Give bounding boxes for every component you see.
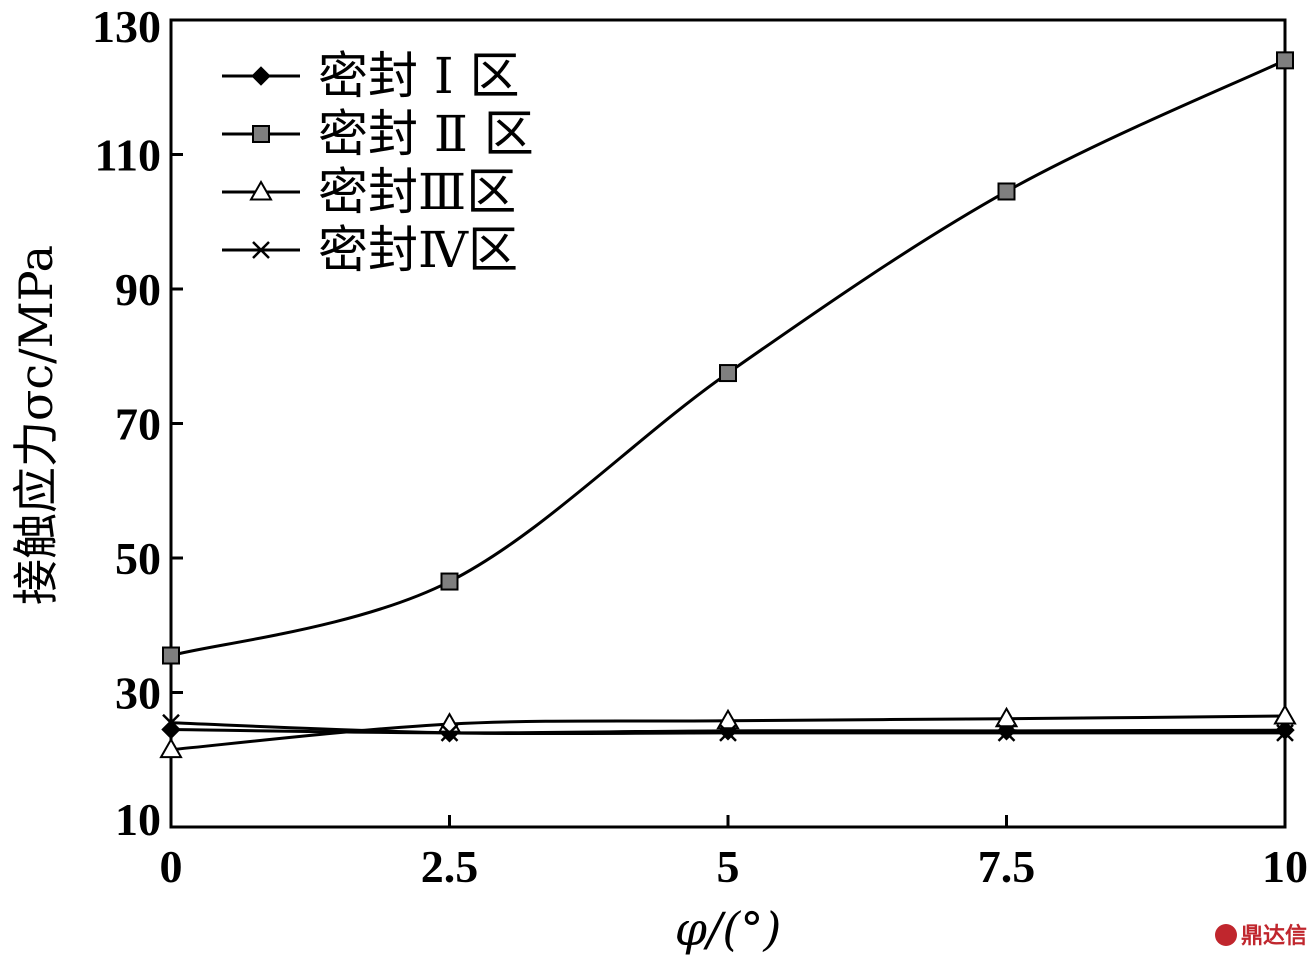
x-tick-label: 10 bbox=[1262, 841, 1308, 892]
y-axis: 10 30 50 70 90 110 130 bbox=[92, 1, 183, 845]
legend-label: 密封 Ⅰ 区 bbox=[318, 47, 520, 105]
legend-marker bbox=[249, 179, 273, 201]
data-point bbox=[440, 723, 459, 742]
y-tick-label: 30 bbox=[115, 668, 161, 719]
x-axis: 0 2.5 5 7.5 10 bbox=[160, 815, 1308, 892]
watermark-text: 鼎达信 bbox=[1241, 923, 1307, 949]
data-point bbox=[162, 646, 180, 665]
y-tick-label: 70 bbox=[115, 399, 161, 450]
legend-label: 密封 Ⅱ 区 bbox=[318, 105, 534, 163]
data-point bbox=[719, 723, 737, 742]
y-tick-label: 130 bbox=[92, 1, 161, 52]
data-point bbox=[1276, 51, 1294, 70]
series-4 bbox=[162, 713, 1294, 742]
data-point bbox=[997, 723, 1016, 742]
series-2 bbox=[162, 51, 1294, 665]
legend-label: 密封Ⅳ区 bbox=[318, 221, 518, 279]
data-point bbox=[997, 182, 1016, 201]
legend-marker bbox=[252, 125, 270, 143]
legend-item: 密封 Ⅱ 区 bbox=[222, 105, 534, 163]
x-tick-label: 0 bbox=[160, 841, 183, 892]
data-point bbox=[1276, 723, 1294, 742]
x-axis-label: φ/(°) bbox=[675, 902, 782, 956]
y-tick-label: 90 bbox=[115, 264, 161, 315]
data-point bbox=[440, 572, 459, 591]
data-point bbox=[159, 737, 183, 759]
data-point bbox=[994, 706, 1019, 728]
data-point bbox=[1273, 704, 1297, 725]
series-layer bbox=[159, 51, 1297, 759]
watermark-logo: 鼎达信 bbox=[1215, 923, 1307, 949]
y-tick-label: 110 bbox=[95, 130, 161, 181]
data-point bbox=[162, 713, 180, 732]
legend-item: 密封Ⅳ区 bbox=[222, 221, 518, 279]
x-tick-label: 7.5 bbox=[978, 841, 1036, 892]
legend-item: 密封Ⅲ区 bbox=[222, 163, 516, 221]
y-tick-label: 50 bbox=[115, 533, 161, 584]
data-point bbox=[719, 364, 737, 383]
legend-label: 密封Ⅲ区 bbox=[318, 163, 516, 221]
y-axis-label: 接触应力σc/MPa bbox=[9, 245, 63, 605]
y-tick-label: 10 bbox=[115, 794, 161, 845]
watermark-icon bbox=[1215, 924, 1237, 946]
legend-item: 密封 Ⅰ 区 bbox=[222, 47, 520, 105]
x-tick-label: 2.5 bbox=[421, 841, 479, 892]
legend-marker bbox=[252, 241, 270, 259]
legend-marker bbox=[251, 66, 271, 86]
x-tick-label: 5 bbox=[717, 841, 740, 892]
data-point bbox=[716, 708, 740, 730]
